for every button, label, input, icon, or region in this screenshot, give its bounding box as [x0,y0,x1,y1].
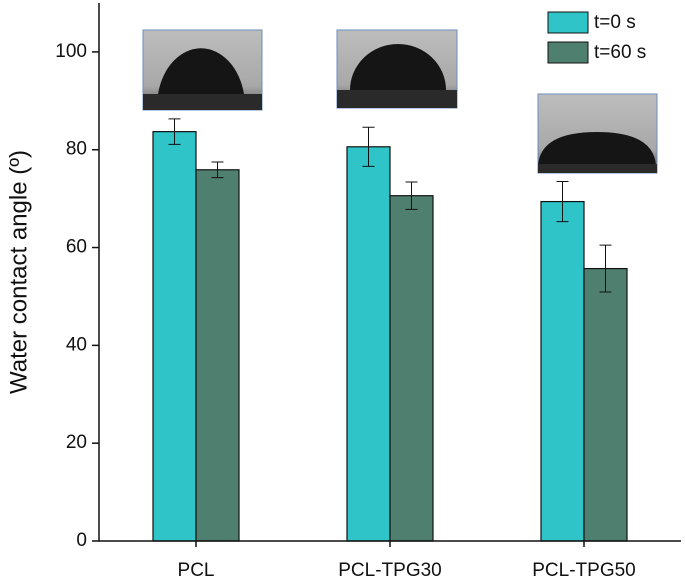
legend-label: t=0 s [594,12,636,33]
bar [540,200,585,542]
error-bar [168,118,181,145]
x-tick-label: PCL [178,560,215,581]
error-bar [599,244,612,293]
bar [346,146,391,542]
legend-swatch [547,41,589,64]
substrate [337,90,457,108]
legend-swatch [547,11,589,34]
y-tick-label: 100 [55,41,87,62]
error-bar [405,181,418,210]
axes [98,3,681,542]
error-bar [556,181,569,223]
y-tick-label: 80 [66,139,87,160]
bar [195,169,240,542]
y-axis-label: Water contact angle (º) [5,150,32,394]
x-tick-label: PCL-TPG50 [532,560,635,581]
bar [389,195,434,542]
substrate [143,94,262,110]
x-tick-label: PCL-TPG30 [338,560,441,581]
bar [583,267,628,542]
error-bar [362,126,375,167]
droplet-insets [142,29,658,174]
y-tick-label: 20 [66,432,87,453]
legend-label: t=60 s [594,42,646,63]
bar [152,131,197,542]
y-tick-label: 0 [76,530,87,551]
y-tick-label: 40 [66,334,87,355]
droplet [538,132,656,166]
error-bar [211,161,224,179]
substrate [538,164,657,173]
droplet [158,48,244,94]
droplet [350,44,446,90]
y-tick-label: 60 [66,237,87,258]
